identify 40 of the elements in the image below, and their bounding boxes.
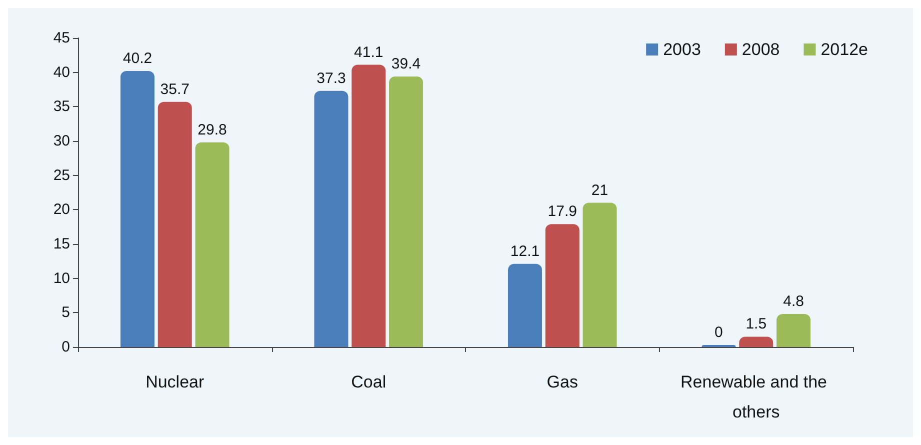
bar	[314, 90, 348, 347]
y-tick-label: 25	[53, 166, 70, 184]
bar	[195, 142, 230, 347]
y-tick-label: 10	[53, 270, 70, 287]
x-tick-label: Renewable and the others	[680, 372, 832, 422]
y-tick-label: 5	[62, 304, 70, 322]
x-tick-label: Nuclear	[146, 372, 204, 392]
x-tick-label: Coal	[351, 372, 386, 392]
bar	[352, 64, 386, 347]
data-label: 37.3	[316, 70, 346, 87]
y-tick-label: 35	[53, 98, 70, 116]
data-label: 12.1	[510, 242, 540, 260]
bar	[158, 102, 192, 347]
y-tick-label: 0	[62, 338, 70, 356]
data-label: 0	[714, 324, 723, 341]
bar	[545, 224, 580, 347]
bar	[389, 76, 424, 347]
legend-label: 2003	[663, 40, 701, 59]
bar	[508, 264, 542, 347]
y-tick-label: 20	[53, 201, 70, 218]
data-label: 1.5	[746, 316, 767, 333]
data-label: 4.8	[783, 293, 804, 310]
bar	[582, 202, 617, 347]
data-label: 40.2	[122, 50, 152, 67]
y-tick-label: 45	[53, 30, 70, 46]
data-label: 29.8	[198, 121, 227, 138]
bar	[776, 314, 811, 347]
bar	[739, 336, 774, 347]
data-label: 21	[591, 182, 608, 199]
x-tick-label: Gas	[546, 372, 578, 392]
legend-label: 2012e	[820, 40, 868, 59]
data-label: 39.4	[391, 55, 421, 72]
legend-label: 2008	[742, 40, 780, 59]
data-label: 17.9	[548, 203, 577, 220]
y-tick-label: 30	[53, 132, 70, 150]
bar	[120, 70, 154, 347]
y-tick-label: 15	[53, 236, 70, 252]
data-label: 35.7	[160, 80, 190, 98]
data-label: 41.1	[354, 44, 384, 61]
y-tick-label: 40	[53, 64, 70, 81]
